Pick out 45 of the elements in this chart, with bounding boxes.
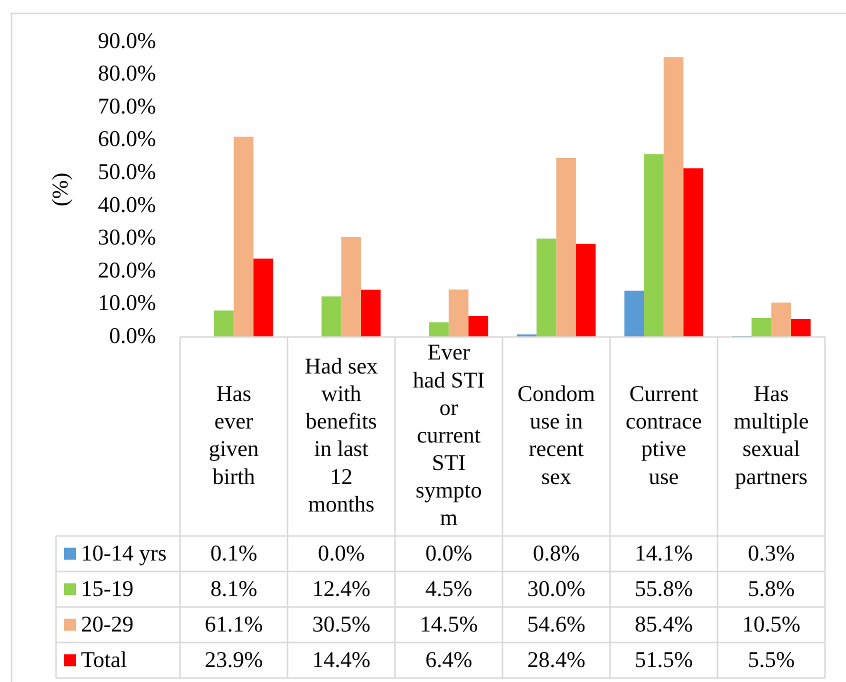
legend-label: 20-29 — [81, 612, 134, 637]
x-tick-label: Has multiple sexual partners — [734, 381, 809, 489]
legend-label: 10-14 yrs — [81, 540, 167, 566]
data-label: 30.0% — [527, 576, 586, 602]
data-label: 5.5% — [748, 647, 795, 672]
data-label: 8.1% — [210, 576, 258, 602]
data-label: 0.0% — [425, 540, 472, 566]
data-label: 14.5% — [420, 612, 478, 637]
data-label: 0.8% — [532, 540, 580, 566]
data-label: 51.5% — [634, 647, 693, 672]
y-tick-label: 90.0% — [98, 28, 156, 53]
y-tick-label: 50.0% — [98, 159, 156, 184]
y-tick-label: 40.0% — [98, 192, 156, 217]
data-label: 4.5% — [425, 576, 472, 602]
y-tick-label: 30.0% — [98, 224, 156, 250]
legend-label: 15-19 — [81, 576, 134, 602]
x-tick-label: Condom use in recent sex — [517, 381, 596, 489]
y-tick-label: 10.0% — [98, 290, 156, 316]
data-label: 28.4% — [527, 647, 586, 672]
y-tick-label: 60.0% — [98, 126, 156, 152]
y-tick-label: 20.0% — [98, 257, 156, 282]
data-label: 0.1% — [210, 540, 258, 566]
data-label: 55.8% — [634, 576, 693, 602]
legend-label: Total — [81, 647, 127, 672]
x-tick-label: Current contraceptive use — [626, 381, 702, 489]
data-label: 30.5% — [312, 612, 370, 637]
data-label: 0.0% — [318, 540, 365, 566]
data-label: 0.3% — [748, 540, 795, 566]
data-label: 6.4% — [425, 647, 472, 672]
y-axis-title: (%) — [47, 172, 72, 206]
y-tick-label: 0.0% — [109, 322, 156, 348]
x-tick-label: Ever had STI or current STI symptom — [412, 340, 485, 530]
data-label: 14.1% — [634, 540, 693, 566]
data-label: 5.8% — [748, 576, 795, 602]
y-tick-label: 80.0% — [98, 60, 156, 86]
data-label: 12.4% — [312, 576, 370, 602]
data-label: 10.5% — [742, 612, 800, 637]
data-label: 61.1% — [204, 612, 263, 637]
data-label: 54.6% — [527, 612, 586, 637]
data-label: 23.9% — [204, 647, 263, 672]
data-label: 85.4% — [634, 612, 693, 637]
data-label: 14.4% — [312, 647, 370, 672]
y-tick-label: 70.0% — [98, 93, 156, 118]
x-tick-label: Had sex with benefits in last 12 months — [304, 354, 378, 516]
x-tick-label: Has ever given birth — [208, 381, 259, 489]
